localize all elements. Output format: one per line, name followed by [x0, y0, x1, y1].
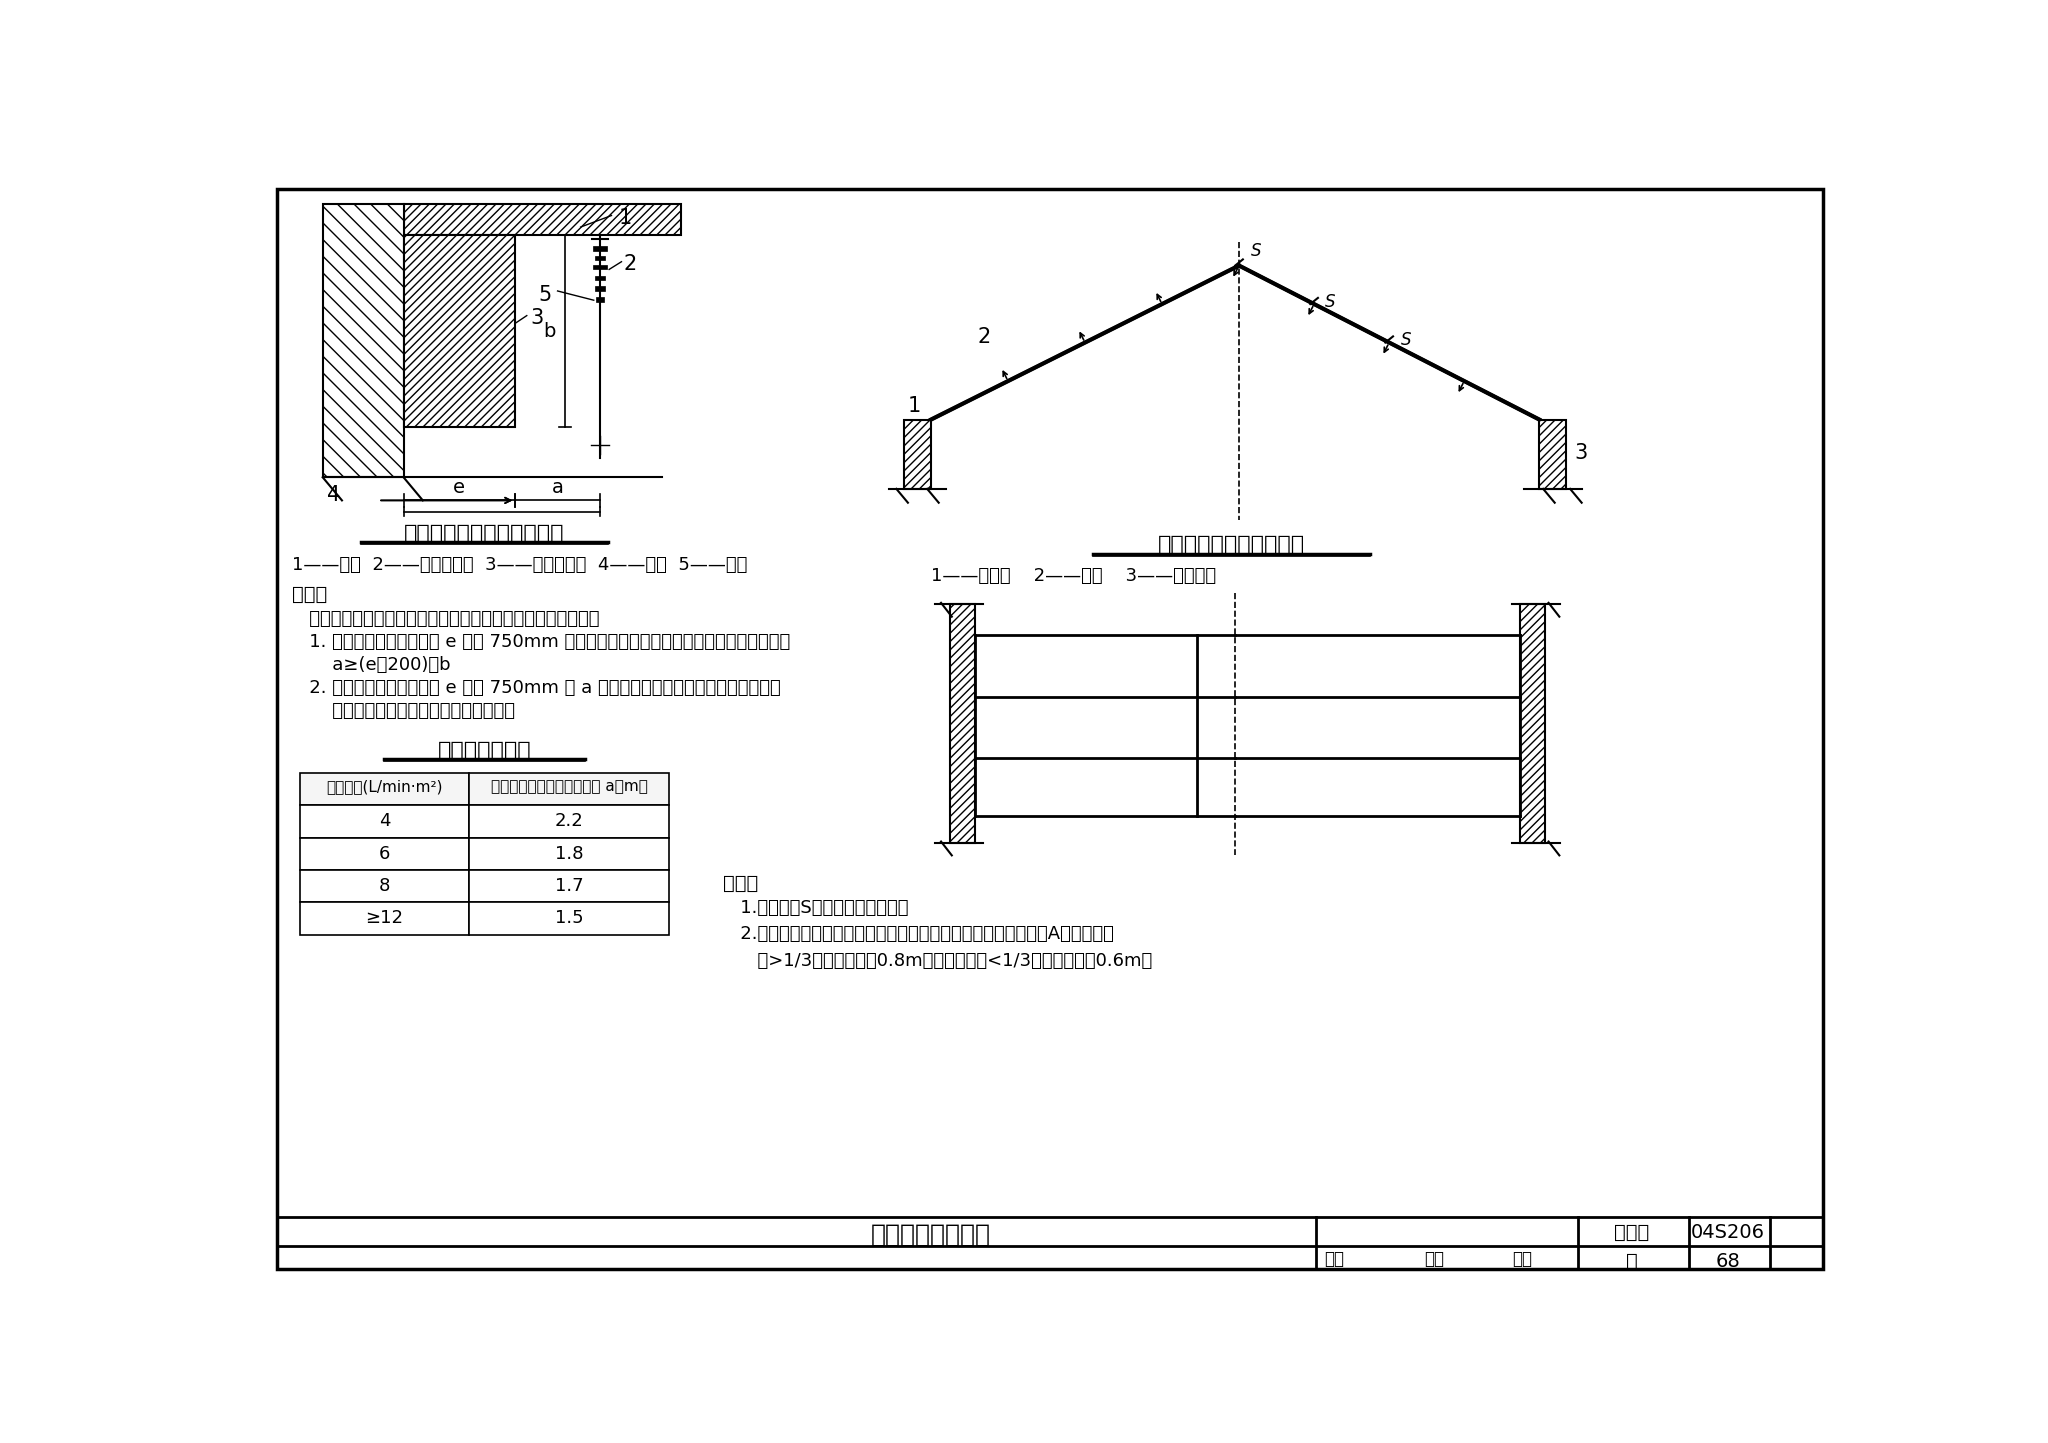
Bar: [469, 805, 670, 838]
Bar: [299, 902, 469, 935]
Bar: [596, 297, 604, 302]
Text: 1——顶板  2——直立型喷头  3——靠墙障碍物  4——墙面  5——管道: 1——顶板 2——直立型喷头 3——靠墙障碍物 4——墙面 5——管道: [293, 556, 748, 574]
Text: a≥(e－200)＋b: a≥(e－200)＋b: [293, 657, 451, 674]
Text: b: b: [543, 322, 557, 341]
Text: 喷头与端墙距离: 喷头与端墙距离: [438, 740, 530, 760]
Bar: [594, 247, 606, 251]
Text: 8: 8: [379, 877, 389, 895]
Text: 2: 2: [623, 254, 637, 274]
Text: 3: 3: [530, 307, 545, 328]
Text: 1.7: 1.7: [555, 877, 584, 895]
Bar: [596, 276, 604, 280]
Text: 喷头与靠墙障碍物的关系图: 喷头与靠墙障碍物的关系图: [403, 524, 565, 544]
Text: 04S206: 04S206: [1692, 1222, 1765, 1241]
Text: 校对: 校对: [1423, 1250, 1444, 1267]
Bar: [299, 805, 469, 838]
Text: 1.5: 1.5: [555, 909, 584, 928]
Text: 1: 1: [618, 208, 633, 228]
Text: 设计: 设计: [1511, 1250, 1532, 1267]
Bar: [324, 203, 403, 478]
Text: S: S: [1251, 242, 1262, 260]
Text: S: S: [1401, 330, 1411, 349]
Text: 4: 4: [379, 812, 389, 830]
Text: 3: 3: [1575, 443, 1587, 463]
Text: 直立型、下垂型喷头与靠墙障碍物的距离，应符合下列规定：: 直立型、下垂型喷头与靠墙障碍物的距离，应符合下列规定：: [293, 610, 600, 628]
Text: 申核: 申核: [1323, 1250, 1343, 1267]
Text: 喷头与端墙的最大水平距离 a（m）: 喷头与端墙的最大水平距离 a（m）: [492, 779, 647, 794]
Text: 页: 页: [1626, 1253, 1638, 1271]
Bar: [594, 255, 606, 260]
Text: e: e: [453, 478, 465, 496]
Text: 斜屋面下喷头布置示意图: 斜屋面下喷头布置示意图: [1157, 535, 1305, 556]
Bar: [594, 264, 606, 270]
Text: 1.喷头间距S，按斜面距离确定。: 1.喷头间距S，按斜面距离确定。: [723, 899, 909, 916]
Text: 规定时，应在靠墙障碍物下增设喷头。: 规定时，应在靠墙障碍物下增设喷头。: [293, 703, 514, 720]
Bar: [469, 902, 670, 935]
Text: 说明：: 说明：: [723, 874, 758, 893]
Text: 6: 6: [379, 844, 389, 863]
Bar: [403, 235, 516, 427]
Text: 5: 5: [539, 284, 551, 304]
Text: 图集号: 图集号: [1614, 1222, 1649, 1241]
Text: 1. 对于障碍物横截面边长 e 小于 750mm 时，喷头与障碍物的距离，应按下列公式确定：: 1. 对于障碍物横截面边长 e 小于 750mm 时，喷头与障碍物的距离，应按下…: [293, 633, 791, 651]
Bar: [403, 203, 680, 235]
Text: 1.8: 1.8: [555, 844, 584, 863]
Bar: [469, 773, 670, 805]
Text: 度>1/3时，不应大于0.8m；当屋顶坡度<1/3时，不应大于0.6m。: 度>1/3时，不应大于0.8m；当屋顶坡度<1/3时，不应大于0.6m。: [723, 952, 1153, 970]
Bar: [1520, 605, 1544, 843]
Text: 2.尖屋顶的屋脊处应设一排喷头。喷头溅水盘至屋脊的垂直距离A，当屋顶坡: 2.尖屋顶的屋脊处应设一排喷头。喷头溅水盘至屋脊的垂直距离A，当屋顶坡: [723, 925, 1114, 944]
Text: 说明：: 说明：: [293, 584, 328, 605]
Bar: [594, 286, 606, 291]
Text: 68: 68: [1716, 1253, 1741, 1271]
Bar: [299, 870, 469, 902]
Text: a: a: [551, 478, 563, 496]
Text: 喷头的布置示意图: 喷头的布置示意图: [870, 1222, 991, 1247]
Bar: [299, 838, 469, 870]
Text: 2: 2: [977, 328, 991, 348]
Text: 2. 对于障碍物横截面边长 e 大于 750mm 或 a 的计算值大于下表中喷头与端墙距离的: 2. 对于障碍物横截面边长 e 大于 750mm 或 a 的计算值大于下表中喷头…: [293, 680, 780, 697]
Text: 4: 4: [326, 485, 340, 505]
Text: 喷水强度(L/min·m²): 喷水强度(L/min·m²): [326, 779, 442, 794]
Bar: [903, 420, 932, 489]
Text: ≥12: ≥12: [365, 909, 403, 928]
Bar: [469, 870, 670, 902]
Bar: [469, 838, 670, 870]
Bar: [950, 605, 975, 843]
Text: S: S: [1325, 293, 1335, 310]
Text: 1: 1: [907, 397, 922, 417]
Text: 2.2: 2.2: [555, 812, 584, 830]
Bar: [1540, 420, 1567, 489]
Text: 1——斜屋面    2——喷头    3——配水干管: 1——斜屋面 2——喷头 3——配水干管: [932, 567, 1217, 586]
Bar: [299, 773, 469, 805]
